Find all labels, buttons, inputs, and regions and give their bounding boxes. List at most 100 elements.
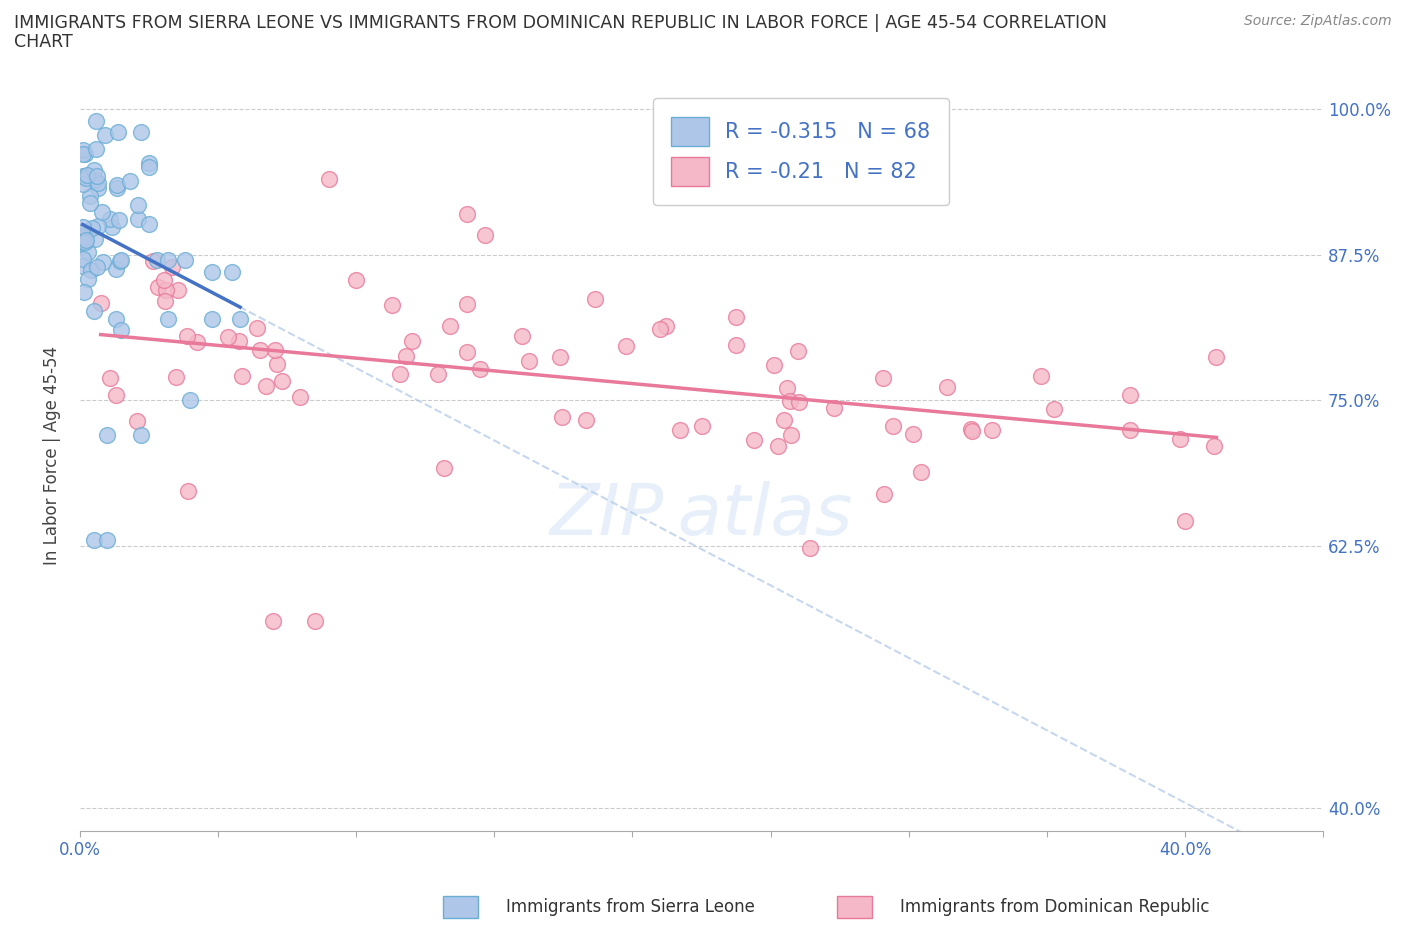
Point [76, 167, 98, 182]
Point [823, 401, 845, 416]
Point [246, 320, 269, 335]
Point [176, 328, 198, 343]
Point [83, 304, 105, 319]
Point [87, 180, 110, 195]
Point [616, 339, 638, 353]
Point [84, 113, 107, 128]
Text: ZIP atlas: ZIP atlas [550, 481, 853, 550]
Point [80, 221, 103, 236]
Point [344, 272, 367, 287]
Point [1168, 432, 1191, 446]
Point [1174, 513, 1197, 528]
Point [690, 418, 713, 433]
Point [138, 159, 160, 174]
Point [75, 170, 97, 185]
Point [110, 253, 132, 268]
Point [90, 296, 112, 311]
Point [551, 409, 574, 424]
Point [76, 272, 98, 286]
Point [72, 230, 94, 245]
Point [76, 245, 98, 259]
Point [166, 283, 188, 298]
Point [1043, 402, 1066, 417]
Point [1119, 423, 1142, 438]
Point [787, 343, 810, 358]
Point [724, 310, 747, 325]
Point [1202, 439, 1225, 454]
Point [766, 439, 789, 454]
Point [304, 614, 326, 629]
Point [439, 318, 461, 333]
Point [86, 176, 108, 191]
Point [776, 380, 799, 395]
Point [72, 252, 94, 267]
Point [107, 213, 129, 228]
Point [173, 253, 195, 268]
Point [401, 334, 423, 349]
Point [105, 180, 128, 195]
Point [105, 262, 128, 277]
Point [110, 323, 132, 338]
Point [86, 141, 108, 156]
Point [138, 217, 160, 232]
Point [86, 259, 108, 274]
Point [80, 262, 103, 277]
Point [318, 172, 340, 187]
Point [779, 393, 801, 408]
Point [381, 298, 404, 312]
Point [1119, 387, 1142, 402]
Point [72, 229, 94, 244]
Point [101, 219, 124, 234]
Point [157, 312, 180, 326]
Point [141, 253, 163, 268]
Point [254, 379, 277, 393]
Point [75, 224, 97, 239]
Point [221, 265, 243, 280]
Point [157, 253, 180, 268]
Point [91, 205, 114, 219]
Text: IMMIGRANTS FROM SIERRA LEONE VS IMMIGRANTS FROM DOMINICAN REPUBLIC IN LABOR FORC: IMMIGRANTS FROM SIERRA LEONE VS IMMIGRAN… [14, 14, 1107, 32]
Point [165, 369, 187, 384]
Y-axis label: In Labor Force | Age 45-54: In Labor Force | Age 45-54 [44, 346, 60, 565]
Point [787, 394, 810, 409]
Point [249, 343, 271, 358]
Text: CHART: CHART [14, 33, 73, 50]
Text: Source: ZipAtlas.com: Source: ZipAtlas.com [1244, 14, 1392, 28]
Point [980, 422, 1002, 437]
Point [177, 484, 200, 498]
Point [262, 614, 284, 629]
Point [510, 328, 533, 343]
Point [548, 350, 571, 365]
Point [138, 156, 160, 171]
Point [146, 253, 169, 268]
Point [724, 338, 747, 352]
Point [903, 427, 925, 442]
Point [669, 423, 692, 438]
Text: Immigrants from Dominican Republic: Immigrants from Dominican Republic [900, 897, 1209, 916]
Point [799, 541, 821, 556]
Point [87, 219, 110, 233]
Point [98, 212, 121, 227]
Point [201, 312, 224, 326]
Point [648, 321, 671, 336]
Point [1205, 350, 1227, 365]
Point [72, 259, 94, 273]
Point [228, 333, 250, 348]
Point [155, 283, 177, 298]
Point [129, 125, 152, 140]
Text: Immigrants from Sierra Leone: Immigrants from Sierra Leone [506, 897, 755, 916]
Point [146, 280, 169, 295]
Point [79, 189, 101, 204]
Point [517, 354, 540, 369]
Point [104, 312, 127, 326]
Point [129, 428, 152, 443]
Point [93, 127, 115, 142]
Point [773, 412, 796, 427]
Point [160, 259, 183, 274]
Point [217, 329, 239, 344]
Point [179, 392, 201, 407]
Point [72, 143, 94, 158]
Point [75, 235, 97, 250]
Point [433, 460, 456, 475]
Point [86, 168, 108, 183]
